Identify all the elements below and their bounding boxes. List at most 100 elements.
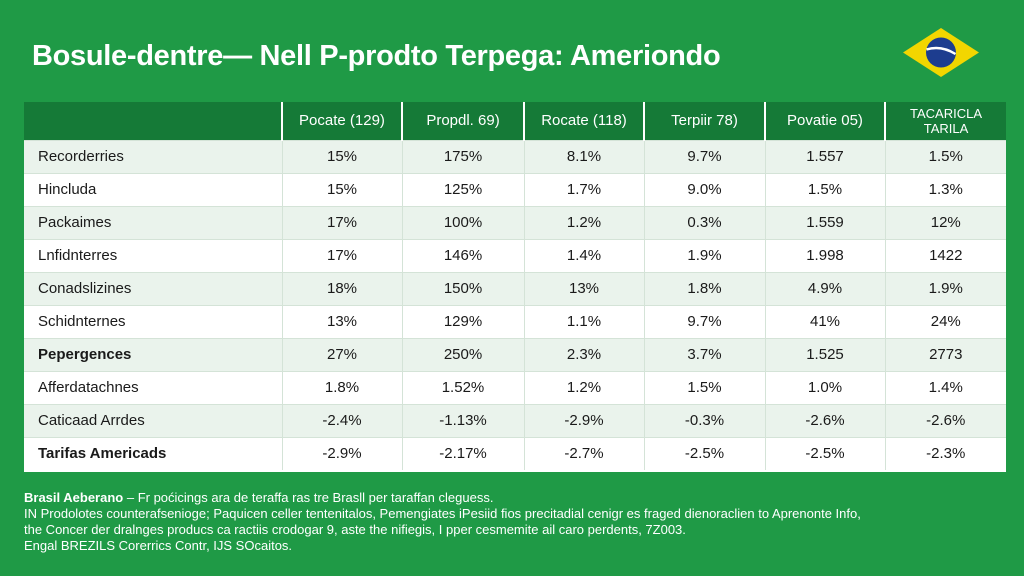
row-label: Conadslizines [24, 271, 282, 305]
row-label: Packaimes [24, 205, 282, 239]
table-cell: 1.5% [764, 172, 885, 206]
table-cell: -2.7% [523, 436, 644, 470]
footnote-line: Engal BREZILS Corerrics Contr, IJS SOcai… [24, 538, 293, 553]
table-cell: 13% [281, 304, 402, 338]
table-row: Recorderries 15% 175% 8.1% 9.7% 1.557 1.5% [24, 139, 1006, 173]
row-label: Afferdatachnes [24, 370, 282, 404]
flag-band [926, 46, 957, 56]
page-title: Bosule-dentre— Nell P-prodto Terpega: Am… [32, 40, 721, 72]
table-cell: 1.557 [764, 139, 885, 173]
table-cell: 1.525 [764, 337, 885, 371]
table-cell: 1.7% [523, 172, 644, 206]
table-cell: 1.0% [764, 370, 885, 404]
tariff-table: Pocate (129) Propdl. 69) Rocate (118) Te… [24, 102, 1006, 470]
table-cell: 24% [884, 304, 1006, 338]
column-header: TACARICLA TARILA [884, 102, 1006, 140]
column-header [24, 102, 282, 140]
footnote: Brasil Aeberano – Fr poćicings ara de te… [24, 490, 1004, 554]
table-cell: -2.9% [281, 436, 402, 470]
table-row: Caticaad Arrdes -2.4% -1.13% -2.9% -0.3% -2.6… [24, 403, 1006, 437]
table-row: Lnfidnterres 17% 146% 1.4% 1.9% 1.998 1422 [24, 238, 1006, 272]
table-cell: -2.9% [523, 403, 644, 437]
footnote-text: – Fr poćicings ara de teraffa ras tre Br… [123, 490, 494, 505]
table-cell: 150% [401, 271, 524, 305]
table-header-row: Pocate (129) Propdl. 69) Rocate (118) Te… [24, 102, 1006, 140]
table-cell: 100% [401, 205, 524, 239]
column-header-line: TACARICLA [910, 105, 982, 121]
footnote-lead: Brasil Aeberano [24, 490, 124, 505]
table-row: Schidnternes 13% 129% 1.1% 9.7% 41% 24% [24, 304, 1006, 338]
table-cell: 4.9% [764, 271, 885, 305]
table-cell: 1.4% [523, 238, 644, 272]
table-cell: 2.3% [523, 337, 644, 371]
table-row: Hincluda 15% 125% 1.7% 9.0% 1.5% 1.3% [24, 172, 1006, 206]
table-cell: 1422 [884, 238, 1006, 272]
table-row: Packaimes 17% 100% 1.2% 0.3% 1.559 12% [24, 205, 1006, 239]
row-label: Lnfidnterres [24, 238, 282, 272]
table-cell: 250% [401, 337, 524, 371]
table-body: Recorderries 15% 175% 8.1% 9.7% 1.557 1.5% Hinc… [24, 139, 1006, 470]
data-table-container: Pocate (129) Propdl. 69) Rocate (118) Te… [24, 102, 1006, 472]
table-cell: 1.9% [643, 238, 765, 272]
table-cell: -2.3% [884, 436, 1006, 470]
column-header: Terpiir 78) [643, 102, 765, 140]
table-cell: 17% [281, 205, 402, 239]
row-label: Recorderries [24, 139, 282, 173]
table-cell: 1.1% [523, 304, 644, 338]
table-cell: 1.2% [523, 370, 644, 404]
table-cell: 146% [401, 238, 524, 272]
table-cell: 1.3% [884, 172, 1006, 206]
table-cell: 3.7% [643, 337, 765, 371]
footnote-line: Brasil Aeberano – Fr poćicings ara de te… [24, 490, 1004, 506]
column-header: Propdl. 69) [401, 102, 524, 140]
footnote-line: the Concer der dralnges producs ca racti… [24, 522, 686, 537]
row-label: Pepergences [24, 337, 282, 371]
table-cell: 2773 [884, 337, 1006, 371]
brazil-flag-icon [899, 24, 983, 81]
table-cell: 1.8% [281, 370, 402, 404]
table-cell: 175% [401, 139, 524, 173]
column-header: Rocate (118) [523, 102, 644, 140]
row-label: Hincluda [24, 172, 282, 206]
row-label: Schidnternes [24, 304, 282, 338]
table-cell: -2.17% [401, 436, 524, 470]
table-cell: 0.3% [643, 205, 765, 239]
table-cell: 18% [281, 271, 402, 305]
table-cell: 1.5% [643, 370, 765, 404]
table-cell: 1.998 [764, 238, 885, 272]
table-cell: 9.7% [643, 304, 765, 338]
table-cell: 17% [281, 238, 402, 272]
table-cell: -0.3% [643, 403, 765, 437]
table-row: Afferdatachnes 1.8% 1.52% 1.2% 1.5% 1.0% 1.4% [24, 370, 1006, 404]
table-cell: -2.4% [281, 403, 402, 437]
table-cell: -2.5% [764, 436, 885, 470]
table-cell: 15% [281, 172, 402, 206]
table-cell: 1.5% [884, 139, 1006, 173]
table-cell: -2.5% [643, 436, 765, 470]
table-cell: 27% [281, 337, 402, 371]
column-header-line: TARILA [923, 120, 969, 136]
column-header: Pocate (129) [281, 102, 402, 140]
table-cell: 8.1% [523, 139, 644, 173]
table-cell: 1.9% [884, 271, 1006, 305]
table-cell: 41% [764, 304, 885, 338]
table-cell: -2.6% [884, 403, 1006, 437]
table-cell: 13% [523, 271, 644, 305]
table-cell: 1.8% [643, 271, 765, 305]
table-row: Conadslizines 18% 150% 13% 1.8% 4.9% 1.9% [24, 271, 1006, 305]
row-label: Tarifas Americads [24, 436, 282, 470]
table-cell: -2.6% [764, 403, 885, 437]
row-label: Caticaad Arrdes [24, 403, 282, 437]
table-cell: 129% [401, 304, 524, 338]
table-cell: 125% [401, 172, 524, 206]
table-cell: -1.13% [401, 403, 524, 437]
table-cell: 1.2% [523, 205, 644, 239]
table-cell: 1.52% [401, 370, 524, 404]
table-row: Pepergences 27% 250% 2.3% 3.7% 1.525 2773 [24, 337, 1006, 371]
table-cell: 15% [281, 139, 402, 173]
flag-globe [926, 37, 956, 68]
table-row: Tarifas Americads -2.9% -2.17% -2.7% -2.5% -2… [24, 436, 1006, 470]
table-cell: 12% [884, 205, 1006, 239]
table-cell: 9.0% [643, 172, 765, 206]
table-cell: 1.559 [764, 205, 885, 239]
